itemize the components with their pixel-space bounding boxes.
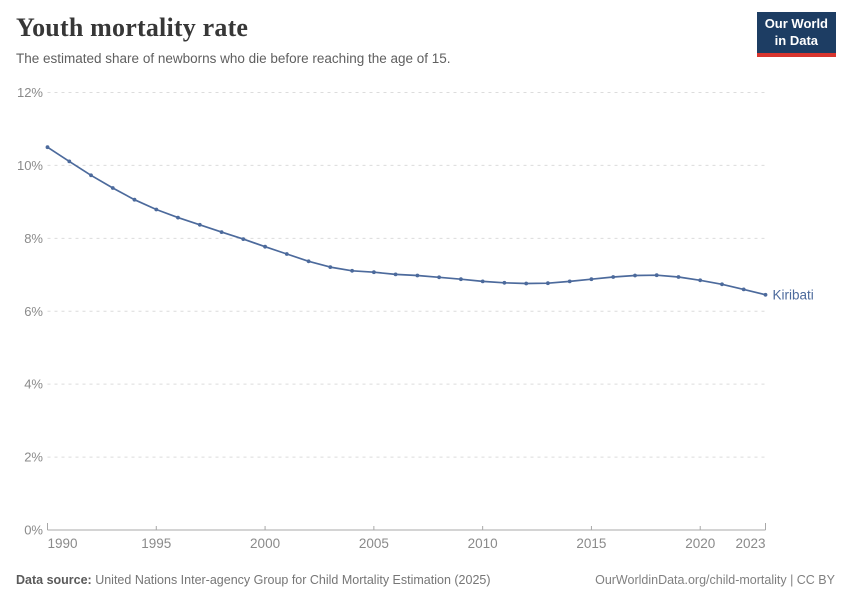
y-tick-label: 12% xyxy=(17,85,43,100)
data-point[interactable] xyxy=(654,273,659,278)
entity-label[interactable]: Kiribati xyxy=(773,287,814,302)
data-point[interactable] xyxy=(284,252,289,256)
data-point[interactable] xyxy=(372,270,376,275)
data-point[interactable] xyxy=(698,278,703,283)
data-point[interactable] xyxy=(197,222,202,227)
data-line xyxy=(46,146,767,296)
data-point[interactable] xyxy=(176,215,180,220)
data-point[interactable] xyxy=(415,273,420,278)
data-point[interactable] xyxy=(524,281,529,286)
x-tick-label: 2005 xyxy=(359,536,389,551)
data-point[interactable] xyxy=(611,275,616,279)
data-point[interactable] xyxy=(350,268,354,273)
owid-logo-line1: Our World xyxy=(764,16,828,31)
y-tick-label: 10% xyxy=(17,158,43,173)
y-tick-label: 4% xyxy=(24,377,43,392)
x-tick-label: 1990 xyxy=(48,536,78,551)
data-point[interactable] xyxy=(459,277,463,282)
data-point[interactable] xyxy=(67,159,72,164)
owid-logo-line2: in Data xyxy=(774,32,819,48)
data-point[interactable] xyxy=(328,265,333,269)
data-point[interactable] xyxy=(154,207,159,212)
data-source-text: United Nations Inter-agency Group for Ch… xyxy=(91,573,491,587)
data-source-note: Data source: United Nations Inter-agency… xyxy=(16,573,491,587)
page-title: Youth mortality rate xyxy=(16,13,249,42)
x-tick-label: 2010 xyxy=(468,536,498,551)
data-point[interactable] xyxy=(633,273,637,278)
owid-logo[interactable]: Our World in Data xyxy=(756,12,836,57)
chart-footer: Data source: United Nations Inter-agency… xyxy=(16,573,835,587)
data-point[interactable] xyxy=(393,272,398,277)
y-tick-label: 0% xyxy=(24,523,43,538)
x-tick-label: 2000 xyxy=(250,536,280,551)
data-point[interactable] xyxy=(741,287,746,292)
data-point[interactable] xyxy=(437,275,441,280)
y-tick-label: 6% xyxy=(24,304,43,319)
y-tick-label: 2% xyxy=(24,450,43,465)
data-point[interactable] xyxy=(480,279,485,284)
x-tick-label: 1995 xyxy=(141,536,171,551)
data-point[interactable] xyxy=(89,173,93,178)
data-point[interactable] xyxy=(589,277,594,282)
chart-subtitle: The estimated share of newborns who die … xyxy=(16,50,451,66)
data-point[interactable] xyxy=(676,275,681,279)
data-point[interactable] xyxy=(763,292,768,297)
data-point[interactable] xyxy=(219,230,224,235)
chart-header: Youth mortality rate The estimated share… xyxy=(16,13,451,66)
x-tick-label: 2020 xyxy=(685,536,715,551)
data-point[interactable] xyxy=(502,280,507,285)
data-point[interactable] xyxy=(45,145,50,150)
x-tick-label: 2023 xyxy=(735,536,765,551)
data-point[interactable] xyxy=(567,279,572,284)
data-point[interactable] xyxy=(110,186,115,190)
data-point[interactable] xyxy=(241,237,246,242)
data-point[interactable] xyxy=(263,244,267,249)
data-point[interactable] xyxy=(132,197,137,202)
x-tick-label: 2015 xyxy=(576,536,606,551)
data-point[interactable] xyxy=(720,282,724,287)
y-tick-label: 8% xyxy=(24,231,43,246)
data-point[interactable] xyxy=(306,259,311,264)
data-point[interactable] xyxy=(546,281,550,286)
data-source-label: Data source: xyxy=(16,573,92,587)
footer-link[interactable]: OurWorldinData.org/child-mortality | CC … xyxy=(595,573,835,587)
